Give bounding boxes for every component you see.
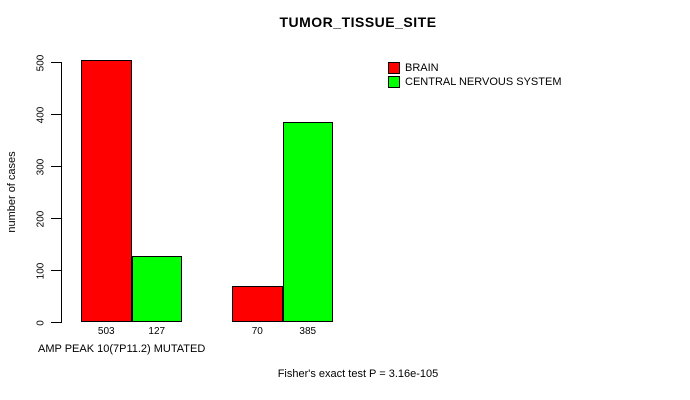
chart-title: TUMOR_TISSUE_SITE — [279, 14, 437, 30]
y-tick-mark — [51, 114, 61, 115]
legend-swatch — [388, 76, 400, 88]
y-tick-label: 100 — [35, 262, 47, 279]
y-tick-mark — [51, 322, 61, 323]
legend-label: BRAIN — [405, 62, 439, 74]
y-tick-label: 500 — [35, 54, 47, 71]
y-tick-mark — [51, 62, 61, 63]
bar-value-label: 127 — [148, 326, 166, 337]
footnote-fisher-test: Fisher's exact test P = 3.16e-105 — [277, 368, 439, 380]
y-tick-label: 0 — [35, 319, 47, 326]
bar-brain — [232, 285, 283, 322]
legend-item: BRAIN — [388, 61, 561, 75]
y-tick-mark — [51, 218, 61, 219]
y-axis-line — [61, 62, 62, 323]
y-tick-label: 300 — [35, 158, 47, 175]
y-tick-label: 200 — [35, 210, 47, 227]
bar-central-nervous-system — [131, 255, 182, 322]
x-axis-label: AMP PEAK 10(7P11.2) MUTATED — [38, 343, 206, 355]
bar-central-nervous-system — [282, 121, 333, 322]
bar-brain — [81, 60, 132, 322]
legend-label: CENTRAL NERVOUS SYSTEM — [405, 76, 562, 88]
legend-swatch — [388, 62, 400, 74]
legend-item: CENTRAL NERVOUS SYSTEM — [388, 75, 561, 89]
bar-value-label: 503 — [97, 326, 115, 337]
y-tick-mark — [51, 270, 61, 271]
legend: BRAIN CENTRAL NERVOUS SYSTEM — [388, 61, 561, 89]
y-tick-label: 400 — [35, 106, 47, 123]
y-tick-mark — [51, 166, 61, 167]
bar-value-label: 385 — [299, 326, 317, 337]
bar-value-label: 70 — [251, 326, 263, 337]
